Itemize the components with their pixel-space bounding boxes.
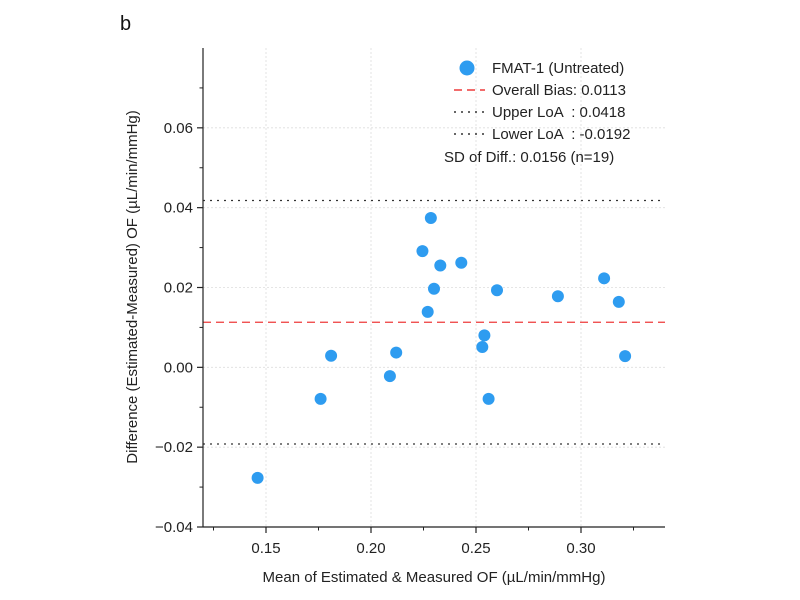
data-point-13: [482, 392, 495, 405]
data-point-1: [314, 392, 327, 405]
y-axis-title: Difference (Estimated-Measured) OF (µL/m…: [124, 110, 141, 463]
x-tick-label-0: 0.15: [251, 540, 280, 557]
axis-ticks: 0.15 0.20 0.25 0.30 −0.04 −0.02 0.00 0.02 0.04 0.…: [155, 87, 634, 557]
data-point-0: [251, 471, 264, 484]
data-point-10: [455, 256, 468, 269]
data-point-12: [478, 329, 491, 342]
data-point-14: [491, 284, 503, 297]
x-tick-label-2: 0.25: [461, 540, 490, 557]
data-points: [251, 212, 632, 484]
legend-annotation-sd: SD of Diff.: 0.0156 (n=19): [444, 149, 614, 166]
data-point-18: [619, 350, 632, 363]
data-point-16: [598, 272, 611, 285]
y-tick-label-2: 0.00: [164, 359, 193, 376]
y-tick-label-5: 0.06: [164, 120, 193, 137]
y-tick-label-3: 0.02: [164, 280, 193, 297]
y-tick-label-1: −0.02: [155, 439, 193, 456]
data-point-2: [325, 349, 338, 362]
data-point-9: [434, 259, 447, 272]
legend: FMAT-1 (Untreated) Overall Bias: 0.0113 …: [444, 60, 630, 166]
data-point-15: [551, 290, 564, 303]
y-tick-label-4: 0.04: [164, 200, 193, 217]
data-point-17: [612, 295, 625, 308]
x-tick-label-3: 0.30: [566, 540, 595, 557]
data-point-5: [416, 245, 429, 258]
data-point-8: [428, 282, 440, 295]
data-point-11: [476, 340, 489, 353]
data-point-4: [390, 346, 403, 359]
x-axis-title: Mean of Estimated & Measured OF (µL/min/…: [263, 569, 606, 586]
legend-label-lower-loa: Lower LoA : -0.0192: [492, 126, 630, 143]
data-point-6: [421, 305, 434, 318]
data-point-7: [424, 212, 437, 225]
legend-marker-points: [459, 60, 475, 76]
data-point-3: [383, 370, 396, 383]
panel-label: b: [120, 13, 131, 35]
y-tick-label-0: −0.04: [155, 519, 193, 536]
legend-label-series: FMAT-1 (Untreated): [492, 60, 624, 77]
legend-label-upper-loa: Upper LoA : 0.0418: [492, 104, 625, 121]
legend-label-bias: Overall Bias: 0.0113: [492, 82, 626, 99]
reference-lines: [203, 199, 665, 445]
x-tick-label-1: 0.20: [356, 540, 385, 557]
